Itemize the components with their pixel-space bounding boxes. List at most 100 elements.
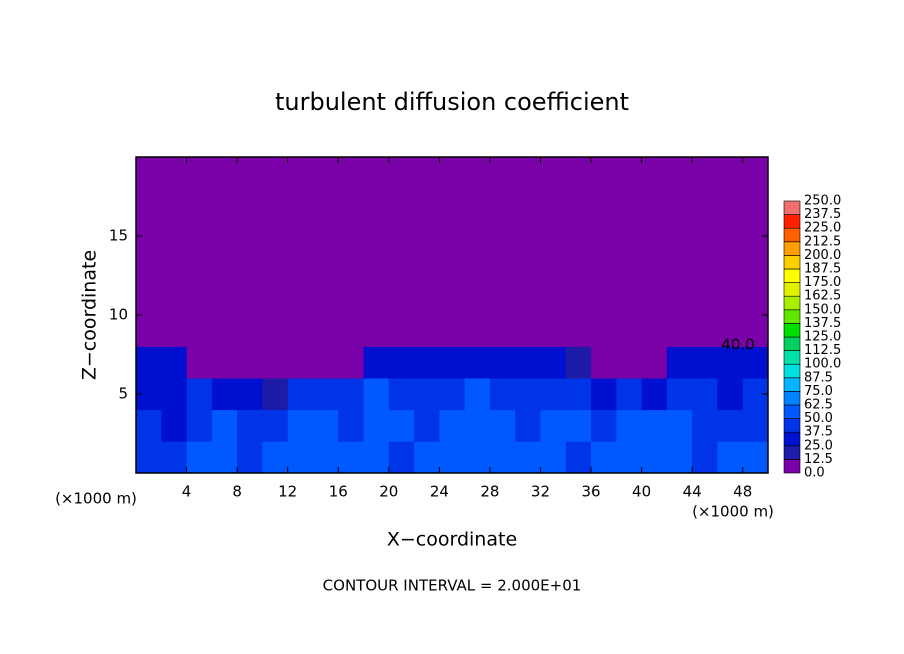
- cell: [591, 315, 617, 347]
- cell: [262, 346, 288, 379]
- cell: [136, 346, 162, 379]
- x-tick-label: 40: [632, 483, 651, 501]
- cell: [641, 409, 668, 442]
- cell: [312, 378, 339, 411]
- cell: [312, 409, 339, 442]
- contour-label: 40.0: [721, 336, 754, 354]
- cell: [641, 378, 668, 411]
- cell: [666, 378, 693, 411]
- colorbar-band: [783, 404, 801, 419]
- colorbar-band: [783, 200, 801, 215]
- cell: [237, 378, 263, 411]
- colorbar-label: 237.5: [804, 207, 841, 222]
- cell: [464, 409, 491, 442]
- cell: [287, 378, 314, 411]
- colorbar-label: 25.0: [804, 438, 833, 453]
- colorbar-label: 87.5: [804, 370, 833, 385]
- cell: [237, 315, 263, 347]
- cell: [489, 315, 516, 347]
- x-tick-label: 48: [733, 483, 752, 501]
- colorbar-label: 12.5: [804, 452, 833, 467]
- cell: [414, 441, 440, 474]
- colorbar-label: 75.0: [804, 384, 833, 399]
- colorbar-band: [783, 309, 801, 324]
- cell: [414, 346, 440, 379]
- cell: [363, 441, 390, 474]
- x-unit: (×1000 m): [692, 503, 774, 521]
- colorbar-band: [783, 418, 801, 433]
- x-tick-label: 20: [379, 483, 398, 501]
- cell: [363, 346, 390, 379]
- colorbar-label: 200.0: [804, 248, 841, 263]
- cell: [464, 346, 491, 379]
- cell: [464, 441, 491, 474]
- cell: [489, 346, 516, 379]
- cell: [262, 315, 288, 347]
- y-tick-label: 15: [109, 227, 128, 245]
- cell: [161, 378, 187, 411]
- cell: [388, 315, 415, 347]
- cell: [489, 409, 516, 442]
- cell: [136, 441, 162, 474]
- cell: [237, 409, 263, 442]
- chart-title: turbulent diffusion coefficient: [275, 88, 629, 116]
- cell: [616, 346, 642, 379]
- y-unit: (×1000 m): [55, 490, 137, 508]
- x-tick-label: 36: [581, 483, 600, 501]
- cell: [262, 409, 288, 442]
- cell: [717, 346, 744, 379]
- cell: [641, 315, 668, 347]
- colorbar-band: [783, 350, 801, 365]
- cell: [338, 378, 364, 411]
- x-tick-label: 4: [182, 483, 192, 501]
- cell: [515, 315, 541, 347]
- x-tick-label: 28: [480, 483, 499, 501]
- cell: [287, 409, 314, 442]
- cell: [439, 409, 465, 442]
- cell: [186, 441, 213, 474]
- cell: [666, 409, 693, 442]
- cell: [338, 346, 364, 379]
- cell: [211, 409, 238, 442]
- cell: [414, 378, 440, 411]
- colorbar-label: 112.5: [804, 343, 841, 358]
- colorbar-band: [783, 282, 801, 297]
- y-tick-label: 5: [118, 385, 128, 403]
- cell: [262, 378, 288, 411]
- cell: [565, 346, 592, 379]
- cell: [186, 378, 213, 411]
- cell: [515, 441, 541, 474]
- x-axis-label: X−coordinate: [387, 529, 517, 551]
- cell: [363, 409, 390, 442]
- colorbar-label: 175.0: [804, 275, 841, 290]
- cell: [312, 441, 339, 474]
- cell: [388, 378, 415, 411]
- cell: [338, 441, 364, 474]
- colorbar-label: 62.5: [804, 398, 833, 413]
- x-tick-label: 44: [683, 483, 702, 501]
- cell: [616, 409, 642, 442]
- cell: [161, 441, 187, 474]
- x-tick-label: 8: [232, 483, 242, 501]
- cell: [312, 346, 339, 379]
- cell: [439, 315, 465, 347]
- cell: [515, 346, 541, 379]
- cell: [666, 441, 693, 474]
- cell: [692, 315, 718, 347]
- cell: [641, 346, 668, 379]
- colorbar-label: 125.0: [804, 330, 841, 345]
- cell: [742, 346, 769, 379]
- y-tick-label: 10: [109, 306, 128, 324]
- cell: [692, 346, 718, 379]
- cell: [591, 409, 617, 442]
- cell: [161, 315, 187, 347]
- cell: [692, 409, 718, 442]
- cell: [161, 409, 187, 442]
- cell: [287, 441, 314, 474]
- cell: [742, 441, 769, 474]
- cell: [414, 315, 440, 347]
- cell: [363, 378, 390, 411]
- cell: [616, 441, 642, 474]
- cell: [565, 378, 592, 411]
